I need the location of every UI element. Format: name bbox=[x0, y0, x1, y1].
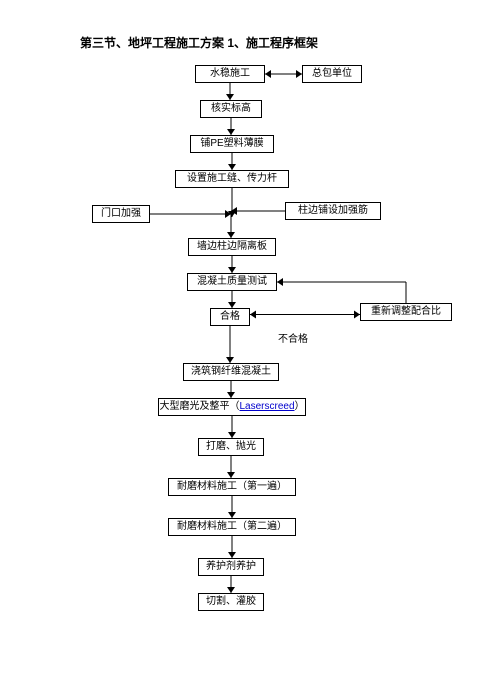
flow-node-rework: 重新调整配合比 bbox=[360, 303, 452, 321]
laserscreed-link[interactable]: Laserscreed bbox=[239, 401, 294, 413]
flow-node-n8: 大型磨光及整平（Laserscreed） bbox=[158, 398, 306, 416]
flow-node-n13: 切割、灌胶 bbox=[198, 593, 264, 611]
flow-node-left: 门口加强 bbox=[92, 205, 150, 223]
flow-node-n4: 设置施工缝、传力杆 bbox=[175, 170, 289, 188]
flow-node-n7: 浇筑钢纤维混凝土 bbox=[183, 363, 279, 381]
flow-node-n3: 铺PE塑料薄膜 bbox=[190, 135, 274, 153]
fail-label: 不合格 bbox=[278, 330, 308, 345]
flow-node-right: 柱边铺设加强筋 bbox=[285, 202, 381, 220]
flow-node-pass: 合格 bbox=[210, 308, 250, 326]
flow-node-n5: 墙边柱边隔离板 bbox=[188, 238, 276, 256]
flow-node-n1: 水稳施工 bbox=[195, 65, 265, 83]
flow-node-n10: 耐磨材料施工（第一遍） bbox=[168, 478, 296, 496]
flow-node-n9: 打磨、抛光 bbox=[198, 438, 264, 456]
flow-node-n2: 核实标高 bbox=[200, 100, 262, 118]
flow-node-n12: 养护剂养护 bbox=[198, 558, 264, 576]
flow-node-n6: 混凝土质量测试 bbox=[187, 273, 277, 291]
flow-node-n1b: 总包单位 bbox=[302, 65, 362, 83]
flow-node-n11: 耐磨材料施工（第二遍） bbox=[168, 518, 296, 536]
